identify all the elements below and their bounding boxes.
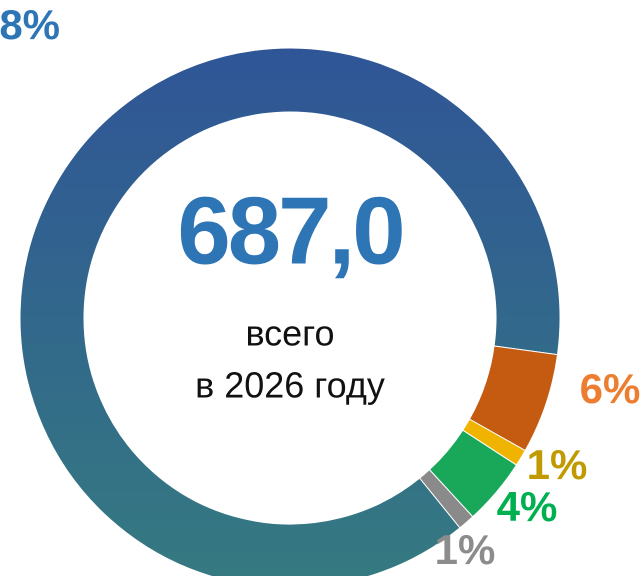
donut [19,47,561,576]
slice [19,47,561,576]
slice [418,468,474,529]
center-value: 687,0 [177,177,402,284]
center-text: в 2026 году [195,365,385,406]
data-label: 1% [435,526,496,573]
data-label: 6% [580,365,641,412]
data-label: 4% [497,483,558,530]
data-label: 1% [527,441,588,488]
data-label: 88% [0,1,60,48]
center-text: всего [245,313,334,354]
